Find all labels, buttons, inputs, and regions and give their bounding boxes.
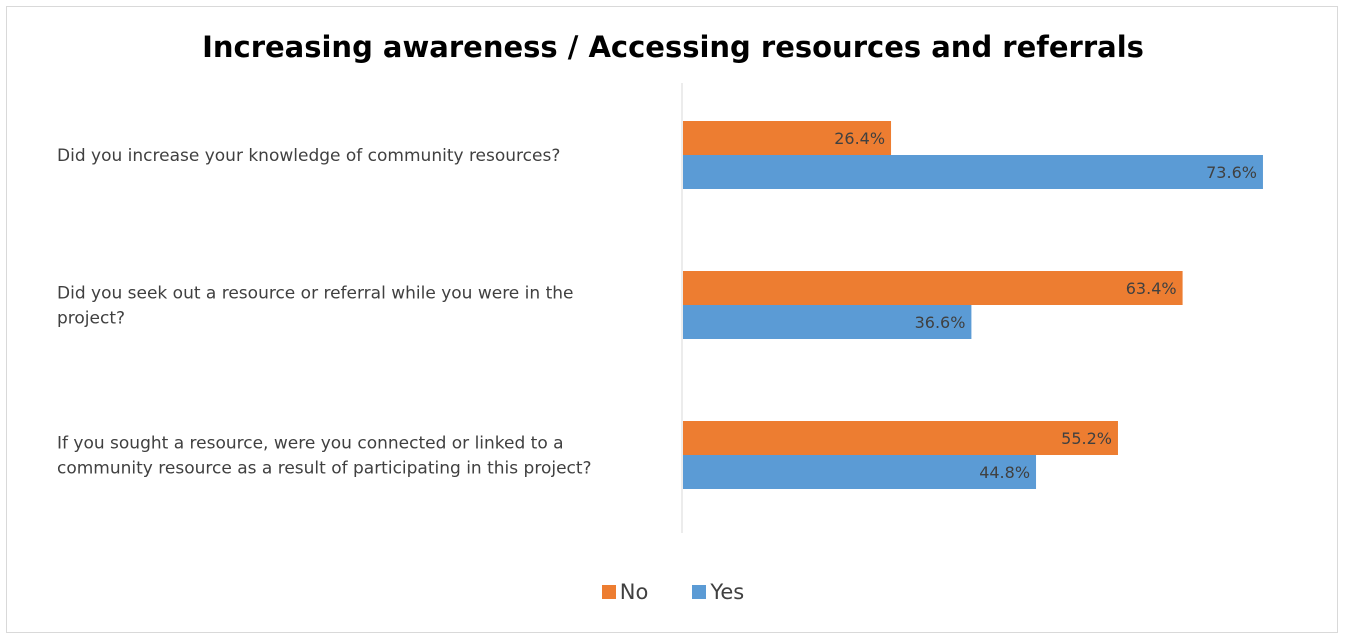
legend-label-no: No [619,580,649,604]
category-label: Did you increase your knowledge of commu… [57,146,560,166]
chart-legend: No Yes [0,580,1346,604]
bar-yes [683,155,1263,189]
legend-item-yes: Yes [692,580,744,604]
chart-area [6,6,1338,633]
category-label: If you sought a resource, were you conne… [57,434,592,479]
legend-label-yes: Yes [710,580,745,604]
data-label: 26.4% [834,129,885,148]
bar-no [683,421,1118,455]
legend-swatch-no [601,585,616,599]
bar-no [683,271,1183,305]
data-label: 55.2% [1061,429,1112,448]
category-label: Did you seek out a resource or referral … [57,284,573,329]
data-label: 63.4% [1126,279,1177,298]
data-label: 36.6% [915,313,966,332]
bar-no [683,121,892,155]
chart-title: Increasing awareness / Accessing resourc… [202,30,1144,64]
legend-item-no: No [601,580,649,604]
bar-yes [683,455,1037,489]
data-label: 44.8% [979,463,1030,482]
bar-yes [683,305,972,339]
legend-swatch-yes [692,585,707,599]
data-label: 73.6% [1206,163,1257,182]
